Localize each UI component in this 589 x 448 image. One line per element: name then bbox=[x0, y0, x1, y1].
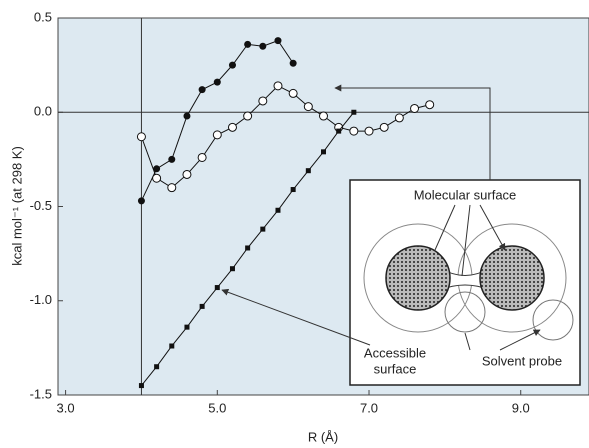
probe bbox=[444, 291, 486, 333]
point bbox=[289, 59, 297, 67]
point bbox=[229, 266, 235, 272]
pointer bbox=[221, 288, 371, 346]
point bbox=[425, 100, 435, 110]
point bbox=[167, 183, 177, 193]
point bbox=[259, 42, 267, 50]
point bbox=[305, 168, 311, 174]
atom bbox=[385, 245, 451, 311]
point bbox=[153, 165, 161, 173]
point bbox=[152, 173, 162, 183]
inset-label: Molecular surface bbox=[414, 187, 517, 202]
point bbox=[336, 128, 342, 134]
point bbox=[214, 285, 220, 291]
y-tick-label: -0.5 bbox=[30, 198, 52, 213]
x-tick-label: 7.0 bbox=[360, 400, 378, 415]
y-axis-label: kcal mol⁻¹ (at 298 K) bbox=[9, 146, 24, 266]
point bbox=[349, 126, 359, 136]
point bbox=[274, 37, 282, 45]
atom bbox=[479, 245, 545, 311]
point bbox=[198, 86, 206, 94]
point bbox=[136, 132, 146, 142]
y-tick-label: -1.5 bbox=[30, 386, 52, 401]
point bbox=[351, 109, 357, 115]
point bbox=[275, 207, 281, 213]
point bbox=[394, 113, 404, 123]
point bbox=[290, 187, 296, 193]
y-tick-label: 0.0 bbox=[34, 104, 52, 119]
point bbox=[288, 88, 298, 98]
point bbox=[260, 226, 266, 232]
arrow bbox=[464, 330, 540, 351]
point bbox=[197, 152, 207, 162]
point bbox=[168, 155, 176, 163]
point bbox=[227, 122, 237, 132]
point bbox=[228, 61, 236, 69]
point bbox=[184, 324, 190, 330]
arrow bbox=[434, 204, 505, 277]
point bbox=[321, 149, 326, 155]
point bbox=[410, 103, 420, 113]
y-tick-label: 0.5 bbox=[34, 9, 52, 24]
point bbox=[137, 197, 145, 205]
x-tick-label: 5.0 bbox=[208, 400, 226, 415]
y-tick-label: -1.0 bbox=[30, 292, 52, 307]
point bbox=[182, 169, 192, 179]
x-tick-label: 9.0 bbox=[512, 400, 530, 415]
inset-diagram: Molecular surface Accessible surface Sol… bbox=[221, 84, 581, 386]
point bbox=[303, 102, 313, 112]
inset-label: Accessible bbox=[364, 345, 426, 360]
point bbox=[379, 122, 389, 132]
probe bbox=[532, 299, 574, 341]
inset-label: Solvent probe bbox=[482, 353, 562, 368]
point bbox=[169, 343, 175, 349]
point bbox=[199, 303, 205, 309]
point bbox=[183, 112, 191, 120]
pointer bbox=[334, 84, 491, 180]
x-tick-label: 3.0 bbox=[57, 400, 75, 415]
point bbox=[212, 130, 222, 140]
point bbox=[244, 40, 252, 48]
point bbox=[364, 126, 374, 136]
point bbox=[245, 245, 251, 251]
point bbox=[273, 81, 283, 91]
point bbox=[319, 111, 328, 121]
point bbox=[138, 383, 144, 389]
point bbox=[258, 96, 268, 106]
point bbox=[213, 78, 221, 86]
point bbox=[243, 111, 253, 121]
inset-label: surface bbox=[374, 361, 417, 376]
point bbox=[154, 364, 160, 370]
x-axis-label: R (Å) bbox=[308, 429, 338, 444]
